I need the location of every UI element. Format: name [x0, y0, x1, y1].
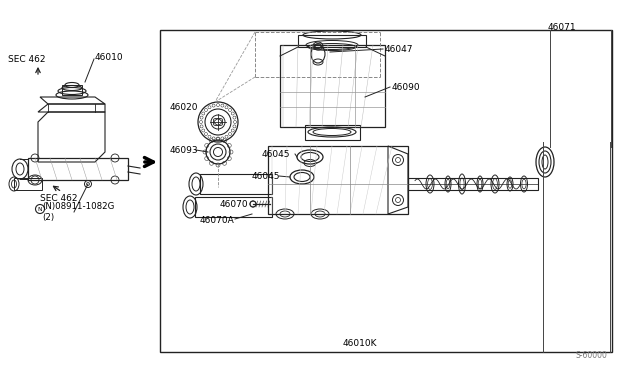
Text: 46070: 46070 — [220, 199, 248, 208]
Text: 46070A: 46070A — [200, 215, 235, 224]
Bar — [62, 85, 82, 95]
Text: 46045: 46045 — [262, 150, 291, 158]
Bar — [160, 30, 612, 352]
Text: 46020: 46020 — [170, 103, 198, 112]
Text: 46047: 46047 — [385, 45, 413, 54]
Text: SEC 462: SEC 462 — [40, 193, 77, 202]
Bar — [298, 35, 366, 47]
Bar — [268, 146, 408, 214]
Text: N: N — [37, 206, 42, 212]
Bar — [14, 178, 42, 190]
Text: 46071: 46071 — [548, 22, 577, 32]
Bar — [408, 178, 538, 190]
Text: 46010K: 46010K — [343, 340, 377, 349]
Text: 46045: 46045 — [252, 171, 280, 180]
Bar — [28, 158, 128, 180]
Bar — [280, 45, 385, 127]
Text: 46093: 46093 — [170, 145, 198, 154]
Bar — [195, 197, 272, 217]
Bar — [200, 174, 272, 194]
Text: S-60000: S-60000 — [576, 352, 608, 360]
Text: 46090: 46090 — [392, 83, 420, 92]
Text: SEC 462: SEC 462 — [8, 55, 45, 64]
Text: (N)08911-1082G
(2): (N)08911-1082G (2) — [42, 202, 115, 222]
Bar — [305, 125, 360, 140]
Text: 46010: 46010 — [95, 52, 124, 61]
